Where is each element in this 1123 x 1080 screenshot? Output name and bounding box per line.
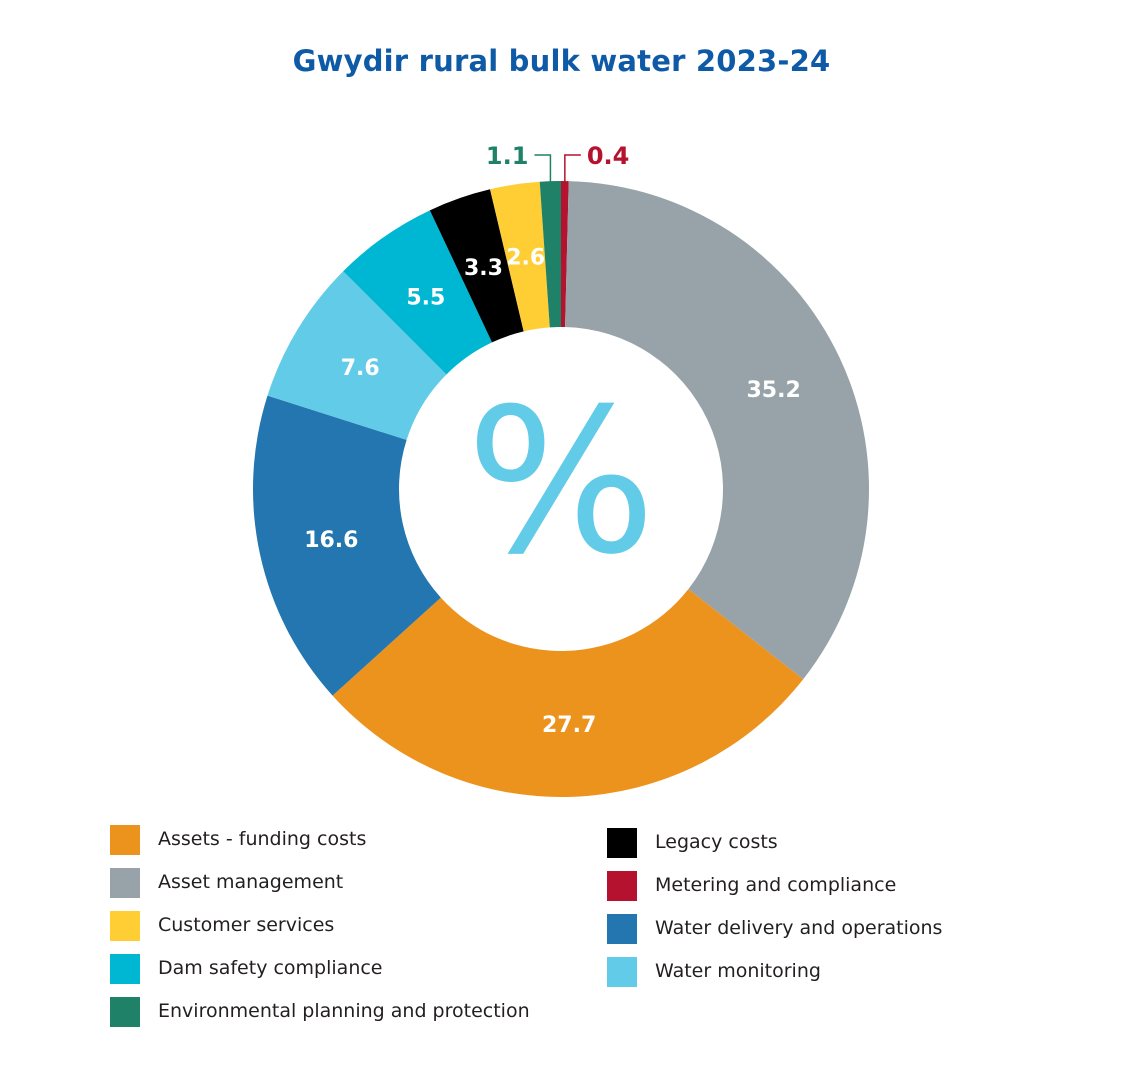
- leader-line-metering-and-compliance: [564, 154, 581, 184]
- legend-label: Legacy costs: [655, 831, 778, 853]
- slice-dam-safety-compliance: [343, 210, 493, 375]
- donut-data-labels: 35.2 27.7 16.6 7.6 5.5 3.3 2.6: [304, 246, 801, 738]
- leader-line-environmental-planning-and-protection: [534, 154, 552, 184]
- data-label-asset-management: 35.2: [746, 378, 800, 403]
- legend-swatch: [607, 828, 637, 858]
- donut-leader-lines: 0.4 1.1: [486, 142, 630, 184]
- legend-label: Dam safety compliance: [158, 957, 383, 979]
- legend-label: Metering and compliance: [655, 874, 897, 896]
- data-label-water-delivery-and-operations: 16.6: [304, 528, 358, 553]
- legend-swatch: [607, 957, 637, 987]
- legend-swatch: [110, 954, 140, 984]
- slice-water-monitoring: [267, 271, 447, 440]
- legend-label: Water monitoring: [655, 960, 821, 982]
- donut-slices: [252, 181, 869, 797]
- chart-title: Gwydir rural bulk water 2023-24: [292, 44, 831, 78]
- legend-label: Assets - funding costs: [158, 828, 367, 850]
- slice-legacy-costs: [429, 189, 524, 343]
- slice-environmental-planning-and-protection: [539, 181, 561, 328]
- data-label-metering-and-compliance: 0.4: [587, 142, 630, 170]
- legend-swatch: [607, 914, 637, 944]
- legend-swatch: [110, 911, 140, 941]
- slice-water-delivery-and-operations: [252, 395, 441, 696]
- data-label-environmental-planning-and-protection: 1.1: [486, 142, 529, 170]
- slice-asset-management: [565, 181, 869, 680]
- data-label-assets-funding-costs: 27.7: [542, 713, 596, 738]
- legend-label: Customer services: [158, 914, 335, 936]
- legend-swatch: [110, 997, 140, 1027]
- slice-customer-services: [490, 181, 550, 332]
- legend-label: Water delivery and operations: [655, 917, 943, 939]
- percent-symbol-icon: %: [466, 366, 656, 599]
- legend-label: Environmental planning and protection: [158, 1000, 530, 1022]
- legend-swatch: [110, 868, 140, 898]
- legend-swatch: [110, 825, 140, 855]
- data-label-legacy-costs: 3.3: [464, 256, 503, 281]
- data-label-water-monitoring: 7.6: [341, 356, 380, 381]
- data-label-dam-safety-compliance: 5.5: [406, 286, 445, 311]
- slice-assets-funding-costs: [332, 589, 804, 797]
- legend-label: Asset management: [158, 871, 344, 893]
- data-label-customer-services: 2.6: [506, 246, 545, 271]
- legend-swatch: [607, 871, 637, 901]
- slice-metering-and-compliance: [561, 181, 569, 328]
